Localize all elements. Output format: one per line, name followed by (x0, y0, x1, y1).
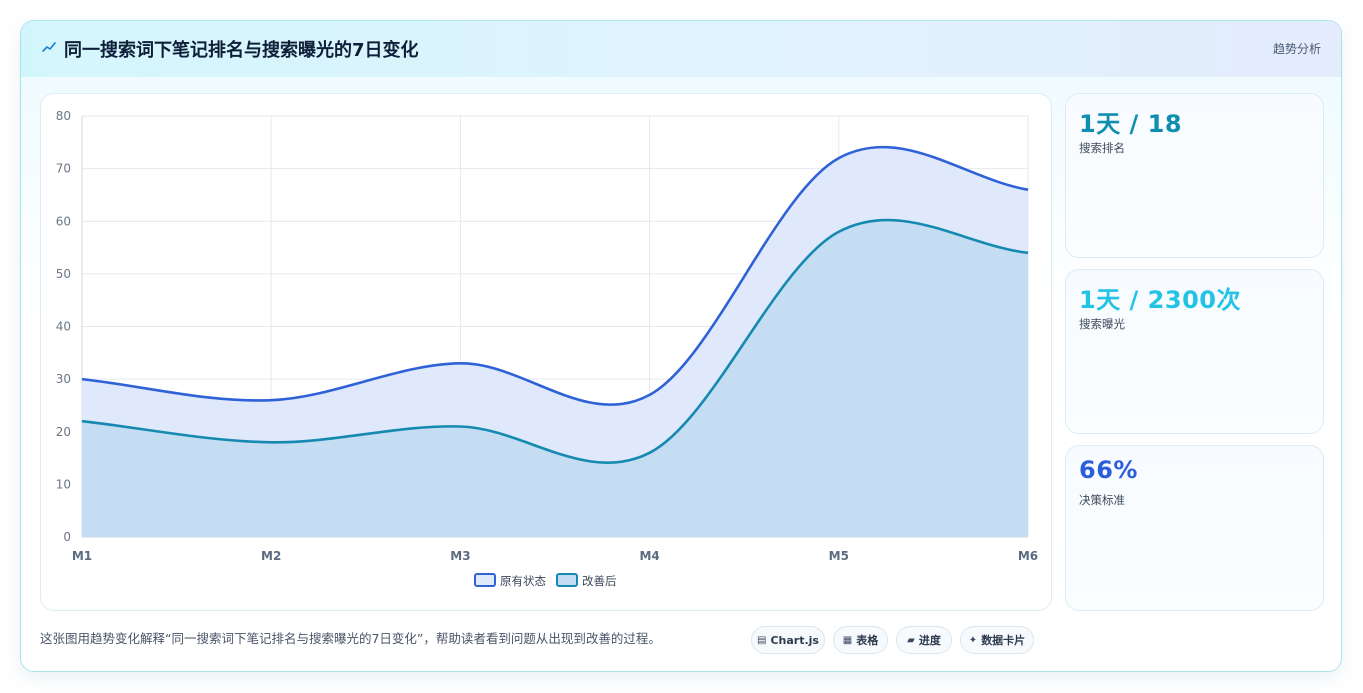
stat-label: 搜索曝光 (1079, 317, 1125, 331)
y-tick-label: 60 (56, 214, 71, 228)
table-icon: ▦ (842, 634, 853, 646)
area-chart: 0 10 20 30 40 50 60 70 80 M1 M2 M3 M4 M5 M6 原有状态 改善后 (56, 109, 1038, 588)
chart-icon: ▤ (757, 634, 767, 646)
x-tick-label: M5 (829, 549, 849, 563)
x-tick-label: M1 (72, 549, 92, 563)
x-tick-label: M2 (261, 549, 281, 563)
legend-label: 改善后 (582, 574, 617, 588)
page-title: 同一搜索词下笔记排名与搜索曝光的7日变化 (64, 40, 419, 61)
stat-label: 搜索排名 (1079, 141, 1125, 155)
series-line (81, 218, 1029, 464)
chart-description: 这张图用趋势变化解释“同一搜索词下笔记排名与搜索曝光的7日变化”，帮助读者看到问… (40, 631, 661, 646)
header-tag: 趋势分析 (1272, 42, 1321, 56)
stat-label: 决策标准 (1079, 493, 1125, 507)
legend-swatch (556, 573, 578, 587)
x-tick-label: M4 (639, 549, 659, 563)
y-tick-label: 70 (56, 162, 71, 176)
sparkle-icon: ✦ (968, 634, 978, 646)
chip-progress[interactable]: ▰ 进度 (896, 626, 952, 654)
stat-card-exposure: 1天 / 2300次 搜索曝光 (1065, 269, 1324, 434)
progress-icon: ▰ (907, 634, 915, 646)
chip-label: 进度 (918, 634, 941, 647)
y-tick-label: 80 (56, 109, 71, 123)
stat-value: 1天 / 18 (1079, 110, 1183, 138)
chip-label: 数据卡片 (981, 634, 1026, 647)
stat-card-rank: 1天 / 18 搜索排名 (1065, 93, 1324, 258)
y-tick-label: 0 (63, 530, 71, 544)
y-tick-label: 50 (56, 267, 71, 281)
chip-chartjs[interactable]: ▤ Chart.js (751, 626, 825, 654)
stat-value: 66% (1079, 456, 1138, 484)
chart-line-icon (42, 42, 56, 52)
legend-label: 原有状态 (500, 574, 546, 588)
chart-card: 同一搜索词下笔记排名与搜索曝光的7日变化 趋势分析 0 10 20 30 40 50 60 7… (20, 20, 1342, 672)
y-tick-label: 10 (56, 477, 71, 491)
y-tick-label: 20 (56, 425, 71, 439)
y-tick-label: 30 (56, 372, 71, 386)
series-line (81, 145, 1029, 406)
chip-label: Chart.js (770, 633, 819, 647)
chip-table[interactable]: ▦ 表格 (833, 626, 888, 654)
chip-data-card[interactable]: ✦ 数据卡片 (960, 626, 1034, 654)
stat-value: 1天 / 2300次 (1079, 286, 1241, 314)
x-tick-label: M3 (450, 549, 470, 563)
x-tick-label: M6 (1018, 549, 1038, 563)
card-header: 同一搜索词下笔记排名与搜索曝光的7日变化 趋势分析 (21, 21, 1341, 77)
y-tick-label: 40 (56, 320, 71, 334)
stat-card-decision: 66% 决策标准 (1065, 445, 1324, 611)
chip-label: 表格 (856, 634, 879, 647)
series-area (82, 220, 1028, 537)
legend-swatch (474, 573, 496, 587)
chart-panel: 0 10 20 30 40 50 60 70 80 M1 M2 M3 M4 M5 M6 原有状态 改善后 (40, 93, 1052, 611)
